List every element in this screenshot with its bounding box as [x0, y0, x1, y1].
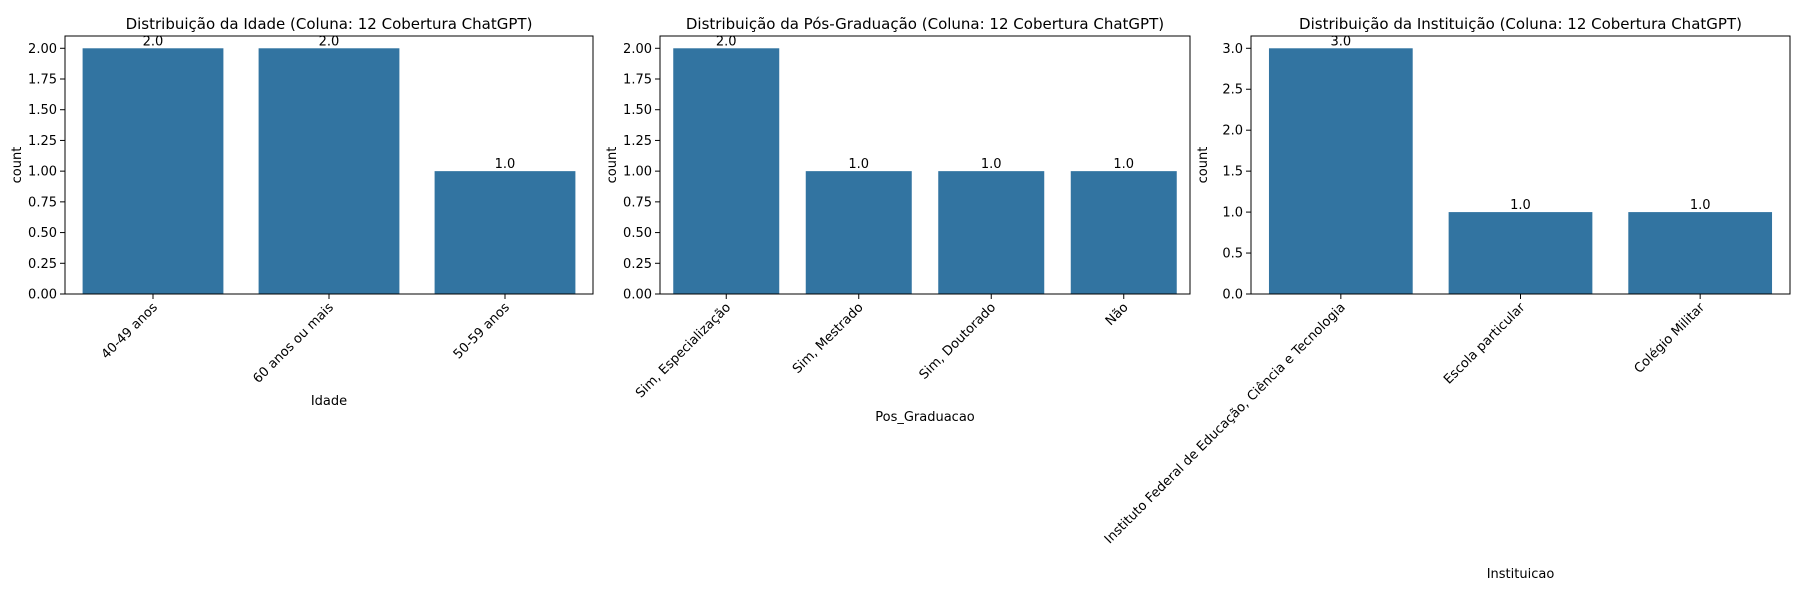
x-tick-label: Colégio Militar [1632, 300, 1709, 377]
data-label: 2.0 [143, 34, 164, 49]
data-label: 1.0 [848, 157, 869, 172]
bar [938, 171, 1045, 294]
y-tick-label: 0.50 [28, 226, 57, 241]
bar [673, 48, 780, 295]
bar [82, 48, 224, 295]
y-tick-label: 1.50 [28, 103, 57, 118]
y-tick-label: 0.50 [623, 226, 652, 241]
y-tick-label: 3.0 [1222, 42, 1243, 57]
y-tick-label: 1.50 [623, 103, 652, 118]
chart-title: Distribuição da Idade (Coluna: 12 Cobert… [126, 15, 533, 33]
y-tick-label: 2.00 [28, 42, 57, 57]
x-tick-label: 40-49 anos [99, 300, 161, 362]
y-tick-label: 1.5 [1222, 165, 1243, 180]
y-tick-label: 2.0 [1222, 124, 1243, 139]
data-label: 2.0 [716, 34, 737, 49]
bar [805, 171, 912, 294]
x-tick-label: 60 anos ou mais [250, 300, 336, 386]
chart-panel-1: Distribuição da Idade (Coluna: 12 Cobert… [10, 15, 594, 409]
y-tick-label: 0.0 [1222, 288, 1243, 303]
y-tick-label: 1.25 [28, 134, 57, 149]
y-tick-label: 0.25 [623, 257, 652, 272]
x-tick-label: Sim, Mestrado [790, 300, 867, 377]
x-tick-label: Não [1103, 300, 1132, 329]
y-tick-label: 1.75 [28, 73, 57, 88]
bar [1070, 171, 1177, 294]
y-tick-label: 0.5 [1222, 247, 1243, 262]
y-tick-label: 1.00 [623, 165, 652, 180]
bar [1448, 212, 1593, 294]
chart-panel-2: Distribuição da Pós-Graduação (Coluna: 1… [605, 15, 1191, 425]
data-label: 1.0 [495, 157, 516, 172]
data-label: 1.0 [1690, 198, 1711, 213]
y-tick-label: 0.75 [623, 195, 652, 210]
y-axis-label: count [1196, 147, 1211, 184]
plot-frame [659, 35, 1191, 295]
y-tick-label: 0.25 [28, 257, 57, 272]
x-axis-label: Pos_Graduacao [875, 410, 975, 425]
data-label: 1.0 [981, 157, 1002, 172]
y-axis-label: count [605, 147, 620, 184]
y-tick-label: 1.25 [623, 134, 652, 149]
data-label: 3.0 [1330, 34, 1351, 49]
y-tick-label: 1.00 [28, 165, 57, 180]
y-tick-label: 1.0 [1222, 206, 1243, 221]
x-tick-label: Sim, Especialização [633, 300, 734, 401]
data-label: 1.0 [1113, 157, 1134, 172]
data-label: 1.0 [1510, 198, 1531, 213]
chart-panel-3: Distribuição da Instituição (Coluna: 12 … [1102, 15, 1791, 582]
y-tick-label: 0.00 [623, 288, 652, 303]
x-tick-label: 50-59 anos [451, 300, 513, 362]
bar [1268, 48, 1413, 295]
y-tick-label: 0.75 [28, 195, 57, 210]
x-axis-label: Instituicao [1487, 567, 1555, 582]
bar [434, 171, 576, 294]
x-tick-label: Instituto Federal de Educação, Ciência e… [1102, 300, 1349, 547]
data-label: 2.0 [319, 34, 340, 49]
bar [258, 48, 400, 295]
y-axis-label: count [10, 147, 25, 184]
x-tick-label: Sim, Doutorado [917, 300, 999, 382]
y-tick-label: 0.00 [28, 288, 57, 303]
y-tick-label: 2.5 [1222, 83, 1243, 98]
chart-title: Distribuição da Pós-Graduação (Coluna: 1… [686, 15, 1164, 33]
y-tick-label: 1.75 [623, 73, 652, 88]
bar [1628, 212, 1773, 294]
x-axis-label: Idade [311, 394, 347, 409]
y-tick-label: 2.00 [623, 42, 652, 57]
chart-title: Distribuição da Instituição (Coluna: 12 … [1299, 15, 1742, 33]
x-tick-label: Escola particular [1441, 300, 1529, 388]
